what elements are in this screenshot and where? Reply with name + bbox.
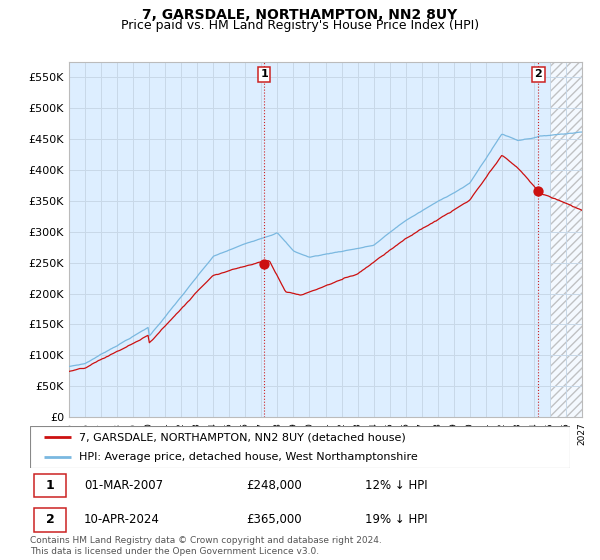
Text: 19% ↓ HPI: 19% ↓ HPI (365, 514, 427, 526)
Text: £365,000: £365,000 (246, 514, 302, 526)
Text: 01-MAR-2007: 01-MAR-2007 (84, 479, 163, 492)
Text: £248,000: £248,000 (246, 479, 302, 492)
Text: 12% ↓ HPI: 12% ↓ HPI (365, 479, 427, 492)
Text: 2: 2 (46, 514, 55, 526)
Text: Contains HM Land Registry data © Crown copyright and database right 2024.
This d: Contains HM Land Registry data © Crown c… (30, 536, 382, 556)
Text: 2: 2 (535, 69, 542, 80)
FancyBboxPatch shape (34, 474, 65, 497)
Text: 7, GARSDALE, NORTHAMPTON, NN2 8UY (detached house): 7, GARSDALE, NORTHAMPTON, NN2 8UY (detac… (79, 432, 406, 442)
Text: 1: 1 (46, 479, 55, 492)
Text: Price paid vs. HM Land Registry's House Price Index (HPI): Price paid vs. HM Land Registry's House … (121, 19, 479, 32)
Text: 7, GARSDALE, NORTHAMPTON, NN2 8UY: 7, GARSDALE, NORTHAMPTON, NN2 8UY (142, 8, 458, 22)
Text: HPI: Average price, detached house, West Northamptonshire: HPI: Average price, detached house, West… (79, 452, 418, 462)
Text: 10-APR-2024: 10-APR-2024 (84, 514, 160, 526)
Text: 1: 1 (260, 69, 268, 80)
Point (533, 187, 543, 196)
FancyBboxPatch shape (30, 426, 570, 468)
Point (259, 259, 269, 268)
FancyBboxPatch shape (34, 508, 65, 531)
